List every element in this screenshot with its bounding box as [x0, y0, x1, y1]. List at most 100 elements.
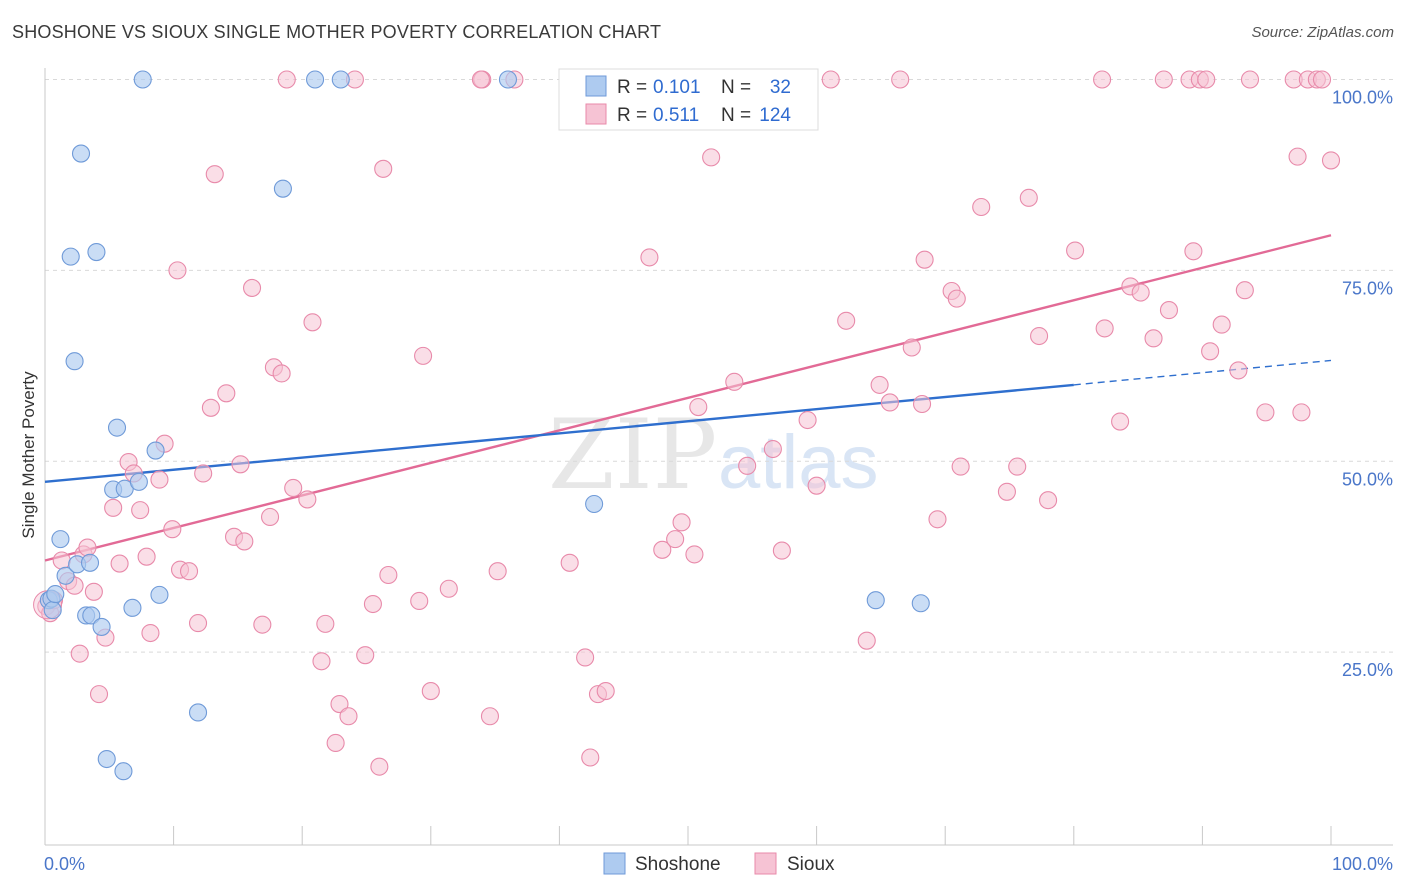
sioux-point: [915, 250, 934, 269]
source-attribution: Source: ZipAtlas.com: [1251, 24, 1394, 41]
sioux-point: [1229, 361, 1248, 380]
legend-r-value-sioux: 0.511: [653, 105, 699, 126]
shoshone-point: [87, 243, 106, 262]
sioux-point: [821, 70, 840, 89]
shoshone-point: [123, 598, 142, 617]
sioux-point: [78, 538, 97, 557]
shoshone-point: [273, 179, 292, 198]
sioux-point: [772, 541, 791, 560]
sioux-point: [284, 478, 303, 498]
sioux-point: [902, 338, 921, 357]
sioux-point: [738, 456, 757, 475]
bottom-legend-label-shoshone: Shoshone: [635, 854, 721, 875]
shoshone-point: [80, 553, 100, 572]
legend-n-value-shoshone: 32: [770, 77, 791, 98]
sioux-point: [298, 490, 317, 509]
shoshone-point: [498, 70, 518, 89]
sioux-point: [471, 70, 491, 89]
y-tick-label-100: 100.0%: [1332, 88, 1393, 108]
sioux-point: [689, 397, 708, 417]
sioux-point: [1184, 242, 1203, 261]
bottom-legend-swatch-shoshone: [603, 852, 626, 875]
sioux-point: [168, 261, 187, 280]
sioux-point: [104, 498, 123, 517]
correlation-legend: R = 0.101 N = 32 R = 0.511 N = 124: [558, 68, 819, 131]
shoshone-point: [97, 749, 116, 769]
sioux-point: [1292, 403, 1311, 422]
sioux-point: [131, 501, 150, 520]
sioux-point: [141, 623, 160, 643]
sioux-point: [272, 364, 291, 383]
sioux-point: [1019, 188, 1038, 207]
sioux-point: [1197, 70, 1216, 89]
sioux-point: [672, 513, 691, 532]
sioux-point: [242, 278, 262, 297]
sioux-point: [201, 398, 220, 417]
sioux-point: [807, 476, 826, 495]
sioux-point: [414, 346, 433, 365]
sioux-point: [330, 694, 349, 714]
shoshone-point: [51, 530, 70, 549]
axes: 25.0% 50.0% 75.0% 100.0%: [44, 68, 1393, 846]
legend-r-value-shoshone: 0.101: [653, 77, 701, 98]
sioux-point: [997, 482, 1016, 501]
sioux-point: [725, 372, 744, 391]
sioux-point: [560, 553, 579, 572]
sioux-point: [231, 455, 250, 474]
bottom-legend-label-sioux: Sioux: [787, 854, 835, 875]
sioux-point: [653, 540, 672, 559]
sioux-point: [870, 375, 889, 394]
sioux-point: [235, 532, 254, 551]
shoshone-point: [150, 585, 169, 604]
sioux-point: [1288, 147, 1307, 166]
shoshone-point: [61, 247, 80, 266]
legend-n-value-sioux: 124: [759, 105, 791, 126]
sioux-point: [1240, 70, 1260, 89]
data-points: [33, 70, 1341, 781]
sioux-trend-line: [44, 234, 1332, 562]
chart-title: SHOSHONE VS SIOUX SINGLE MOTHER POVERTY …: [12, 22, 662, 42]
sioux-point: [837, 311, 856, 330]
sioux-point: [596, 682, 615, 701]
sioux-point: [798, 410, 817, 430]
sioux-point: [439, 579, 458, 598]
sioux-point: [1321, 151, 1341, 170]
shoshone-point: [585, 494, 604, 514]
sioux-point: [52, 551, 71, 570]
shoshone-point: [92, 617, 111, 636]
series-legend: Shoshone Sioux: [603, 852, 835, 875]
sioux-point: [951, 457, 970, 476]
sioux-point: [685, 545, 704, 564]
sioux-point: [253, 615, 272, 634]
shoshone-point: [71, 144, 91, 163]
sioux-point: [1256, 403, 1275, 422]
shoshone-point: [82, 606, 101, 625]
sioux-point: [1066, 241, 1085, 260]
shoshone-point: [331, 70, 350, 89]
sioux-point: [410, 591, 429, 611]
sioux-point: [110, 554, 129, 573]
shoshone-point: [43, 601, 62, 620]
sioux-point: [480, 707, 500, 726]
shoshone-point: [46, 585, 65, 604]
y-axis-title: Single Mother Poverty: [19, 371, 38, 539]
sioux-point: [913, 394, 932, 414]
shoshone-point: [56, 566, 75, 585]
sioux-point: [303, 313, 322, 332]
y-tick-label-75: 75.0%: [1342, 278, 1393, 298]
sioux-point: [363, 594, 382, 614]
sioux-point: [1154, 70, 1173, 89]
shoshone-point: [306, 70, 325, 89]
sioux-point: [763, 439, 782, 459]
shoshone-point: [65, 352, 84, 371]
sioux-point: [1095, 319, 1114, 338]
sioux-point: [891, 70, 910, 89]
y-tick-label-25: 25.0%: [1342, 660, 1393, 680]
shoshone-point: [107, 418, 127, 437]
bottom-legend-swatch-sioux: [754, 852, 777, 875]
sioux-point: [1093, 70, 1112, 89]
sioux-point: [880, 393, 899, 412]
sioux-point: [702, 148, 721, 167]
sioux-point: [1312, 70, 1332, 89]
